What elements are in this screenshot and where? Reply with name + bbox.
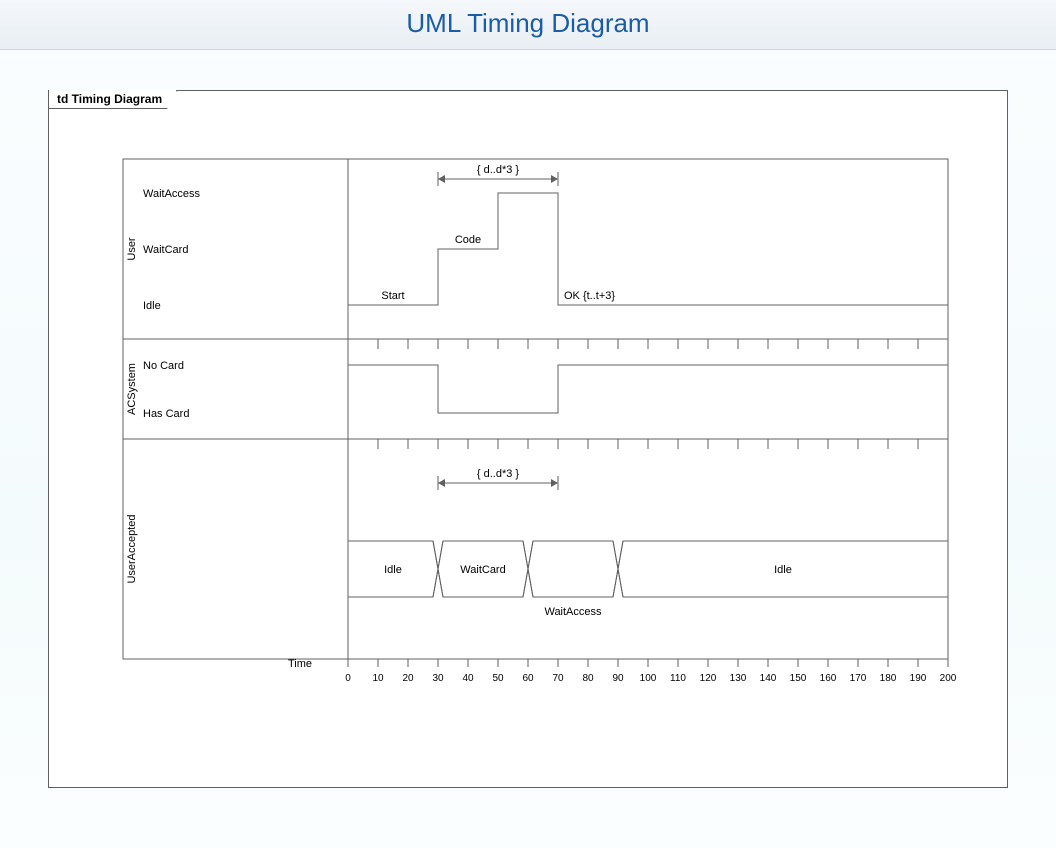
- svg-text:200: 200: [940, 673, 957, 684]
- svg-text:70: 70: [552, 673, 564, 684]
- svg-text:140: 140: [760, 673, 777, 684]
- svg-text:Code: Code: [455, 234, 481, 246]
- svg-text:170: 170: [850, 673, 867, 684]
- svg-text:0: 0: [345, 673, 351, 684]
- svg-text:UserAccepted: UserAccepted: [126, 514, 138, 583]
- svg-text:30: 30: [432, 673, 444, 684]
- svg-text:130: 130: [730, 673, 747, 684]
- svg-text:WaitAccess: WaitAccess: [143, 188, 201, 200]
- svg-text:WaitCard: WaitCard: [143, 244, 188, 256]
- svg-text:190: 190: [910, 673, 927, 684]
- svg-text:10: 10: [372, 673, 384, 684]
- svg-text:Idle: Idle: [384, 564, 402, 576]
- svg-text:WaitCard: WaitCard: [460, 564, 505, 576]
- svg-text:Idle: Idle: [143, 300, 161, 312]
- svg-text:120: 120: [700, 673, 717, 684]
- timing-diagram: 0 10 20 30 40 50 60 70 80 90 100 110 120 130 140 150 160…: [78, 119, 978, 739]
- svg-text:Start: Start: [381, 290, 404, 302]
- svg-text:160: 160: [820, 673, 837, 684]
- svg-text:80: 80: [582, 673, 594, 684]
- svg-text:60: 60: [522, 673, 534, 684]
- svg-text:100: 100: [640, 673, 657, 684]
- svg-text:{ d..d*3 }: { d..d*3 }: [477, 468, 520, 480]
- svg-text:150: 150: [790, 673, 807, 684]
- page-body: td Timing Diagram 0 10 20 30 40 50 60 70 80 90 100…: [0, 50, 1056, 848]
- svg-text:Has Card: Has Card: [143, 408, 189, 420]
- svg-text:40: 40: [462, 673, 474, 684]
- svg-text:ACSystem: ACSystem: [126, 363, 138, 415]
- svg-text:Time: Time: [288, 658, 312, 670]
- svg-text:WaitAccess: WaitAccess: [544, 606, 602, 618]
- svg-text:20: 20: [402, 673, 414, 684]
- diagram-frame: td Timing Diagram 0 10 20 30 40 50 60 70 80 90 100…: [48, 90, 1008, 788]
- svg-text:{ d..d*3 }: { d..d*3 }: [477, 164, 520, 176]
- svg-text:180: 180: [880, 673, 897, 684]
- frame-label: td Timing Diagram: [48, 90, 177, 109]
- svg-text:User: User: [126, 237, 138, 261]
- header-bar: UML Timing Diagram: [0, 0, 1056, 50]
- svg-text:110: 110: [670, 673, 686, 684]
- svg-text:Idle: Idle: [774, 564, 792, 576]
- page-title: UML Timing Diagram: [406, 8, 649, 38]
- svg-text:No Card: No Card: [143, 360, 184, 372]
- svg-text:OK {t..t+3}: OK {t..t+3}: [564, 290, 615, 302]
- svg-text:50: 50: [492, 673, 504, 684]
- svg-text:90: 90: [612, 673, 624, 684]
